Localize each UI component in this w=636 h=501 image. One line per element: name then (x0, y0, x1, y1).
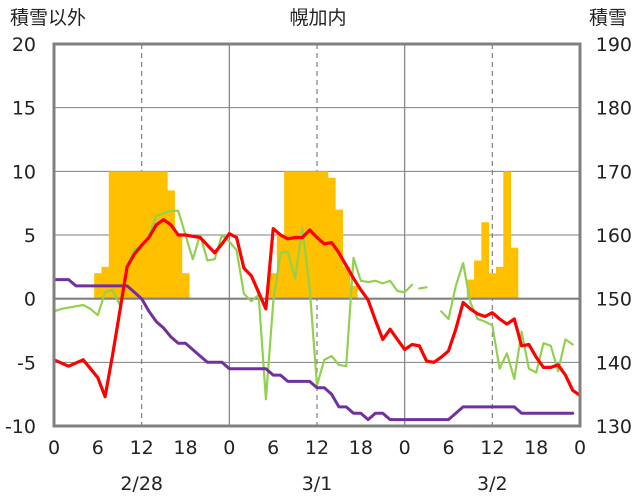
left-tick-label: 0 (24, 289, 36, 311)
purple-series-line (52, 278, 575, 422)
snow-depth-bar (138, 171, 146, 299)
x-tick-label: 6 (442, 437, 454, 459)
x-tick-label: 0 (399, 437, 411, 459)
x-tick-label: 12 (480, 437, 504, 459)
snow-depth-bar (466, 279, 475, 299)
date-label: 3/1 (302, 473, 333, 495)
x-tick-label: 0 (574, 437, 586, 459)
snow-depth-bar (167, 190, 175, 299)
snow-depth-bar (474, 260, 482, 299)
snow-depth-bar (159, 171, 168, 299)
x-tick-label: 12 (305, 437, 329, 459)
chart-title: 幌加内 (289, 7, 346, 29)
snow-depth-bar (181, 273, 190, 299)
snow-depth-bar (320, 171, 329, 299)
snow-depth-bar (101, 266, 110, 299)
x-tick-label: 0 (223, 437, 235, 459)
snow-depth-bars (94, 171, 519, 299)
left-axis-title: 積雪以外 (10, 7, 86, 29)
left-tick-label: -5 (17, 352, 36, 374)
snow-depth-bar (269, 273, 278, 299)
snow-depth-bar (284, 171, 292, 299)
x-tick-label: 18 (524, 437, 548, 459)
snow-depth-bar (342, 266, 351, 299)
snow-depth-bar (152, 171, 161, 299)
x-tick-label: 18 (349, 437, 373, 459)
right-tick-label: 190 (596, 34, 632, 56)
snow-depth-bar (306, 171, 314, 299)
date-label: 3/2 (477, 473, 508, 495)
x-tick-label: 6 (92, 437, 104, 459)
right-tick-label: 140 (596, 352, 632, 374)
date-label: 2/28 (120, 473, 163, 495)
snow-depth-bar (510, 247, 519, 299)
x-tick-label: 18 (173, 437, 197, 459)
snow-depth-bar (276, 235, 285, 299)
left-tick-label: 10 (12, 161, 36, 183)
snow-depth-bar (313, 171, 322, 299)
snow-depth-bar (174, 235, 183, 299)
snow-depth-bar (327, 177, 336, 299)
snow-depth-bar (130, 171, 139, 299)
right-tick-label: 170 (596, 161, 632, 183)
snow-depth-bar (495, 266, 504, 299)
green-series-line (440, 261, 574, 380)
right-tick-label: 160 (596, 225, 632, 247)
x-tick-label: 12 (130, 437, 154, 459)
snow-depth-bar (481, 222, 490, 299)
snow-depth-bar (123, 171, 132, 299)
plot-frame (52, 42, 582, 428)
snow-depth-bar (291, 171, 300, 299)
x-tick-label: 6 (267, 437, 279, 459)
left-tick-label: 5 (24, 225, 36, 247)
left-tick-label: -10 (5, 416, 36, 438)
right-tick-label: 130 (596, 416, 632, 438)
snow-depth-bar (116, 171, 124, 299)
x-tick-label: 0 (48, 437, 60, 459)
left-tick-label: 15 (12, 98, 36, 120)
snow-depth-bar (503, 171, 511, 299)
snow-depth-bar (488, 273, 497, 299)
right-axis-title: 積雪 (589, 7, 627, 29)
series-lines (52, 209, 582, 422)
snow-depth-bar (349, 285, 358, 299)
right-tick-label: 180 (596, 98, 632, 120)
temperature-line (52, 218, 582, 399)
left-tick-label: 20 (12, 34, 36, 56)
right-tick-label: 150 (596, 289, 632, 311)
snow-depth-bar (108, 171, 117, 299)
green-series-line (418, 286, 428, 290)
